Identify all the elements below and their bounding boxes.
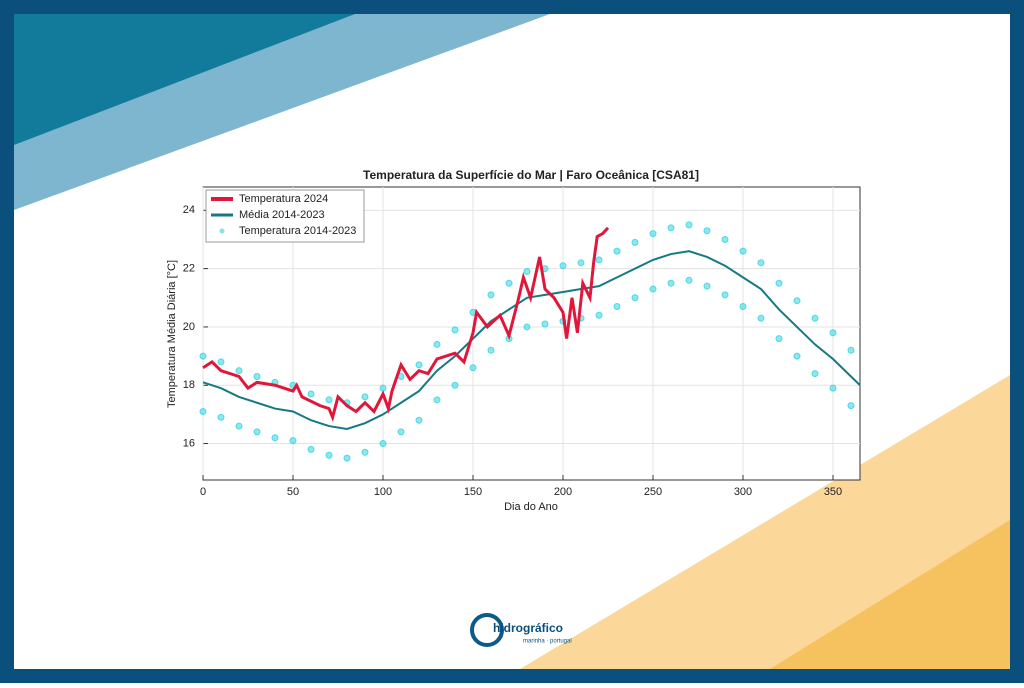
scatter-point <box>271 434 279 442</box>
y-tick-label: 18 <box>183 379 195 391</box>
x-axis-label: Dia do Ano <box>504 501 558 513</box>
scatter-point <box>685 276 693 284</box>
scatter-point <box>829 329 837 337</box>
x-tick-label: 0 <box>200 486 206 498</box>
deco <box>770 520 1010 669</box>
scatter-point <box>397 428 405 436</box>
scatter-point <box>631 238 639 246</box>
x-tick-label: 300 <box>734 486 752 498</box>
scatter-point <box>631 294 639 302</box>
scatter-point <box>757 259 765 267</box>
scatter-point <box>235 422 243 430</box>
y-tick-label: 24 <box>183 204 195 216</box>
scatter-point <box>235 367 243 375</box>
scatter-point <box>469 364 477 372</box>
scatter-point <box>667 224 675 232</box>
scatter-point <box>415 416 423 424</box>
chart-title: Temperatura da Superfície do Mar | Faro … <box>363 168 699 182</box>
scatter-point <box>217 358 225 366</box>
x-tick-label: 350 <box>824 486 842 498</box>
scatter-point <box>451 326 459 334</box>
deco <box>520 375 1010 669</box>
scatter-point <box>415 361 423 369</box>
x-tick-label: 200 <box>554 486 572 498</box>
scatter-point <box>793 297 801 305</box>
scatter-point <box>739 303 747 311</box>
scatter-point <box>559 262 567 270</box>
scatter-point <box>577 259 585 267</box>
scatter-point <box>721 291 729 299</box>
logo-tagline: marinha · portugal <box>523 639 572 645</box>
scatter-point <box>379 384 387 392</box>
y-axis-label: Temperatura Média Diária [°C] <box>166 260 178 408</box>
scatter-point <box>811 314 819 322</box>
scatter-point <box>433 340 441 348</box>
scatter-point <box>541 320 549 328</box>
scatter-point <box>343 454 351 462</box>
x-tick-label: 250 <box>644 486 662 498</box>
scatter-point <box>253 373 261 381</box>
scatter-point <box>379 440 387 448</box>
scatter-point <box>307 445 315 453</box>
scatter-point <box>811 370 819 378</box>
scatter-point <box>451 381 459 389</box>
scatter-point <box>253 428 261 436</box>
line-series <box>202 250 861 431</box>
scatter-point <box>361 393 369 401</box>
scatter-point <box>505 279 513 287</box>
scatter-point <box>325 451 333 459</box>
scatter-point <box>739 247 747 255</box>
scatter-point <box>667 279 675 287</box>
scatter-point <box>649 285 657 293</box>
scatter-point <box>703 227 711 235</box>
deco <box>14 14 355 145</box>
scatter-point <box>649 230 657 238</box>
scatter-point <box>613 247 621 255</box>
legend-label: Temperatura 2014-2023 <box>239 225 356 237</box>
scatter-point <box>721 235 729 243</box>
scatter-point <box>613 303 621 311</box>
scatter-point <box>847 346 855 354</box>
scatter-point <box>775 279 783 287</box>
scatter-point <box>487 346 495 354</box>
scatter-point <box>775 335 783 343</box>
y-tick-label: 16 <box>183 437 195 449</box>
legend-label: Temperatura 2024 <box>239 193 328 205</box>
logo-name: hidrográfico <box>493 621 563 635</box>
scatter-point <box>325 396 333 404</box>
x-tick-label: 150 <box>464 486 482 498</box>
scatter-point <box>595 256 603 264</box>
scatter-point <box>289 437 297 445</box>
scatter-point <box>487 291 495 299</box>
scatter-point <box>217 413 225 421</box>
scatter-point <box>199 407 207 415</box>
legend-label: Média 2014-2023 <box>239 209 325 221</box>
scatter-point <box>307 390 315 398</box>
x-tick-label: 100 <box>374 486 392 498</box>
legend-swatch <box>219 228 225 234</box>
scatter-point <box>847 402 855 410</box>
scatter-point <box>757 314 765 322</box>
line-series <box>202 226 610 423</box>
scatter-point <box>523 268 531 276</box>
scatter-point <box>595 311 603 319</box>
scatter-point <box>829 384 837 392</box>
y-tick-label: 22 <box>183 263 195 275</box>
logo: hidrográfico marinha · portugal <box>470 613 572 647</box>
scatter-point <box>361 448 369 456</box>
scatter-point <box>199 352 207 360</box>
scatter-point <box>685 221 693 229</box>
scatter-point <box>433 396 441 404</box>
scatter-point <box>703 282 711 290</box>
x-tick-label: 50 <box>287 486 299 498</box>
scatter-point <box>793 352 801 360</box>
scatter-point <box>523 323 531 331</box>
logo-mark <box>470 613 504 647</box>
y-tick-label: 20 <box>183 321 195 333</box>
